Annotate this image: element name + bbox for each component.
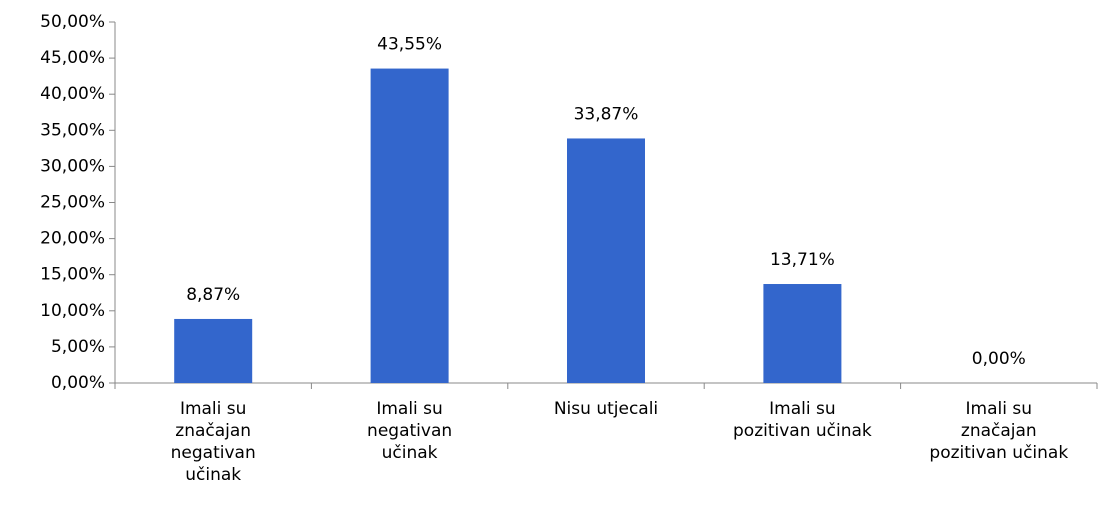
x-tick-label: Imali su značajan pozitivan učinak — [929, 399, 1069, 463]
data-label: 43,55% — [377, 35, 442, 55]
y-tick-label: 10,00% — [40, 301, 105, 321]
y-tick-label: 5,00% — [51, 337, 105, 357]
x-tick-label: Imali su pozitivan učinak — [733, 399, 872, 441]
data-label: 13,71% — [770, 250, 835, 270]
y-tick-label: 40,00% — [40, 84, 105, 104]
data-label: 33,87% — [574, 104, 639, 124]
y-tick-label: 0,00% — [51, 373, 105, 393]
bar — [174, 318, 253, 383]
bar — [567, 138, 645, 383]
x-tick-label: Nisu utjecali — [553, 399, 659, 419]
bar — [763, 284, 842, 383]
y-tick-label: 35,00% — [40, 120, 105, 140]
x-tick-label: Imali su negativan učinak — [367, 399, 453, 463]
x-tick-label: Imali su značajan negativan učinak — [170, 399, 256, 485]
bar — [370, 68, 449, 383]
y-tick-label: 20,00% — [40, 229, 105, 249]
y-tick-label: 45,00% — [40, 48, 105, 68]
data-label: 8,87% — [186, 285, 240, 305]
y-tick-label: 30,00% — [40, 156, 105, 176]
data-label: 0,00% — [972, 349, 1026, 369]
y-tick-label: 15,00% — [40, 265, 105, 285]
y-tick-label: 50,00% — [40, 12, 105, 32]
y-tick-label: 25,00% — [40, 193, 105, 213]
